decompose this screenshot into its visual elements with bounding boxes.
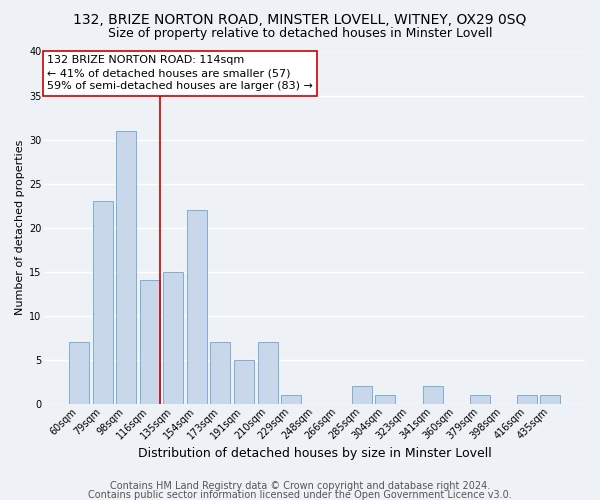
Bar — [211, 342, 230, 404]
Bar — [281, 395, 301, 404]
Bar — [116, 131, 136, 404]
Bar — [163, 272, 184, 404]
Bar — [187, 210, 207, 404]
Bar — [517, 395, 537, 404]
Bar — [376, 395, 395, 404]
Bar — [422, 386, 443, 404]
Y-axis label: Number of detached properties: Number of detached properties — [15, 140, 25, 316]
Bar — [140, 280, 160, 404]
Bar — [234, 360, 254, 404]
X-axis label: Distribution of detached houses by size in Minster Lovell: Distribution of detached houses by size … — [138, 447, 491, 460]
Text: Contains public sector information licensed under the Open Government Licence v3: Contains public sector information licen… — [88, 490, 512, 500]
Text: Contains HM Land Registry data © Crown copyright and database right 2024.: Contains HM Land Registry data © Crown c… — [110, 481, 490, 491]
Bar — [69, 342, 89, 404]
Bar — [470, 395, 490, 404]
Bar — [541, 395, 560, 404]
Text: 132, BRIZE NORTON ROAD, MINSTER LOVELL, WITNEY, OX29 0SQ: 132, BRIZE NORTON ROAD, MINSTER LOVELL, … — [73, 12, 527, 26]
Text: Size of property relative to detached houses in Minster Lovell: Size of property relative to detached ho… — [108, 28, 492, 40]
Text: 132 BRIZE NORTON ROAD: 114sqm
← 41% of detached houses are smaller (57)
59% of s: 132 BRIZE NORTON ROAD: 114sqm ← 41% of d… — [47, 55, 313, 92]
Bar — [92, 201, 113, 404]
Bar — [257, 342, 278, 404]
Bar — [352, 386, 372, 404]
